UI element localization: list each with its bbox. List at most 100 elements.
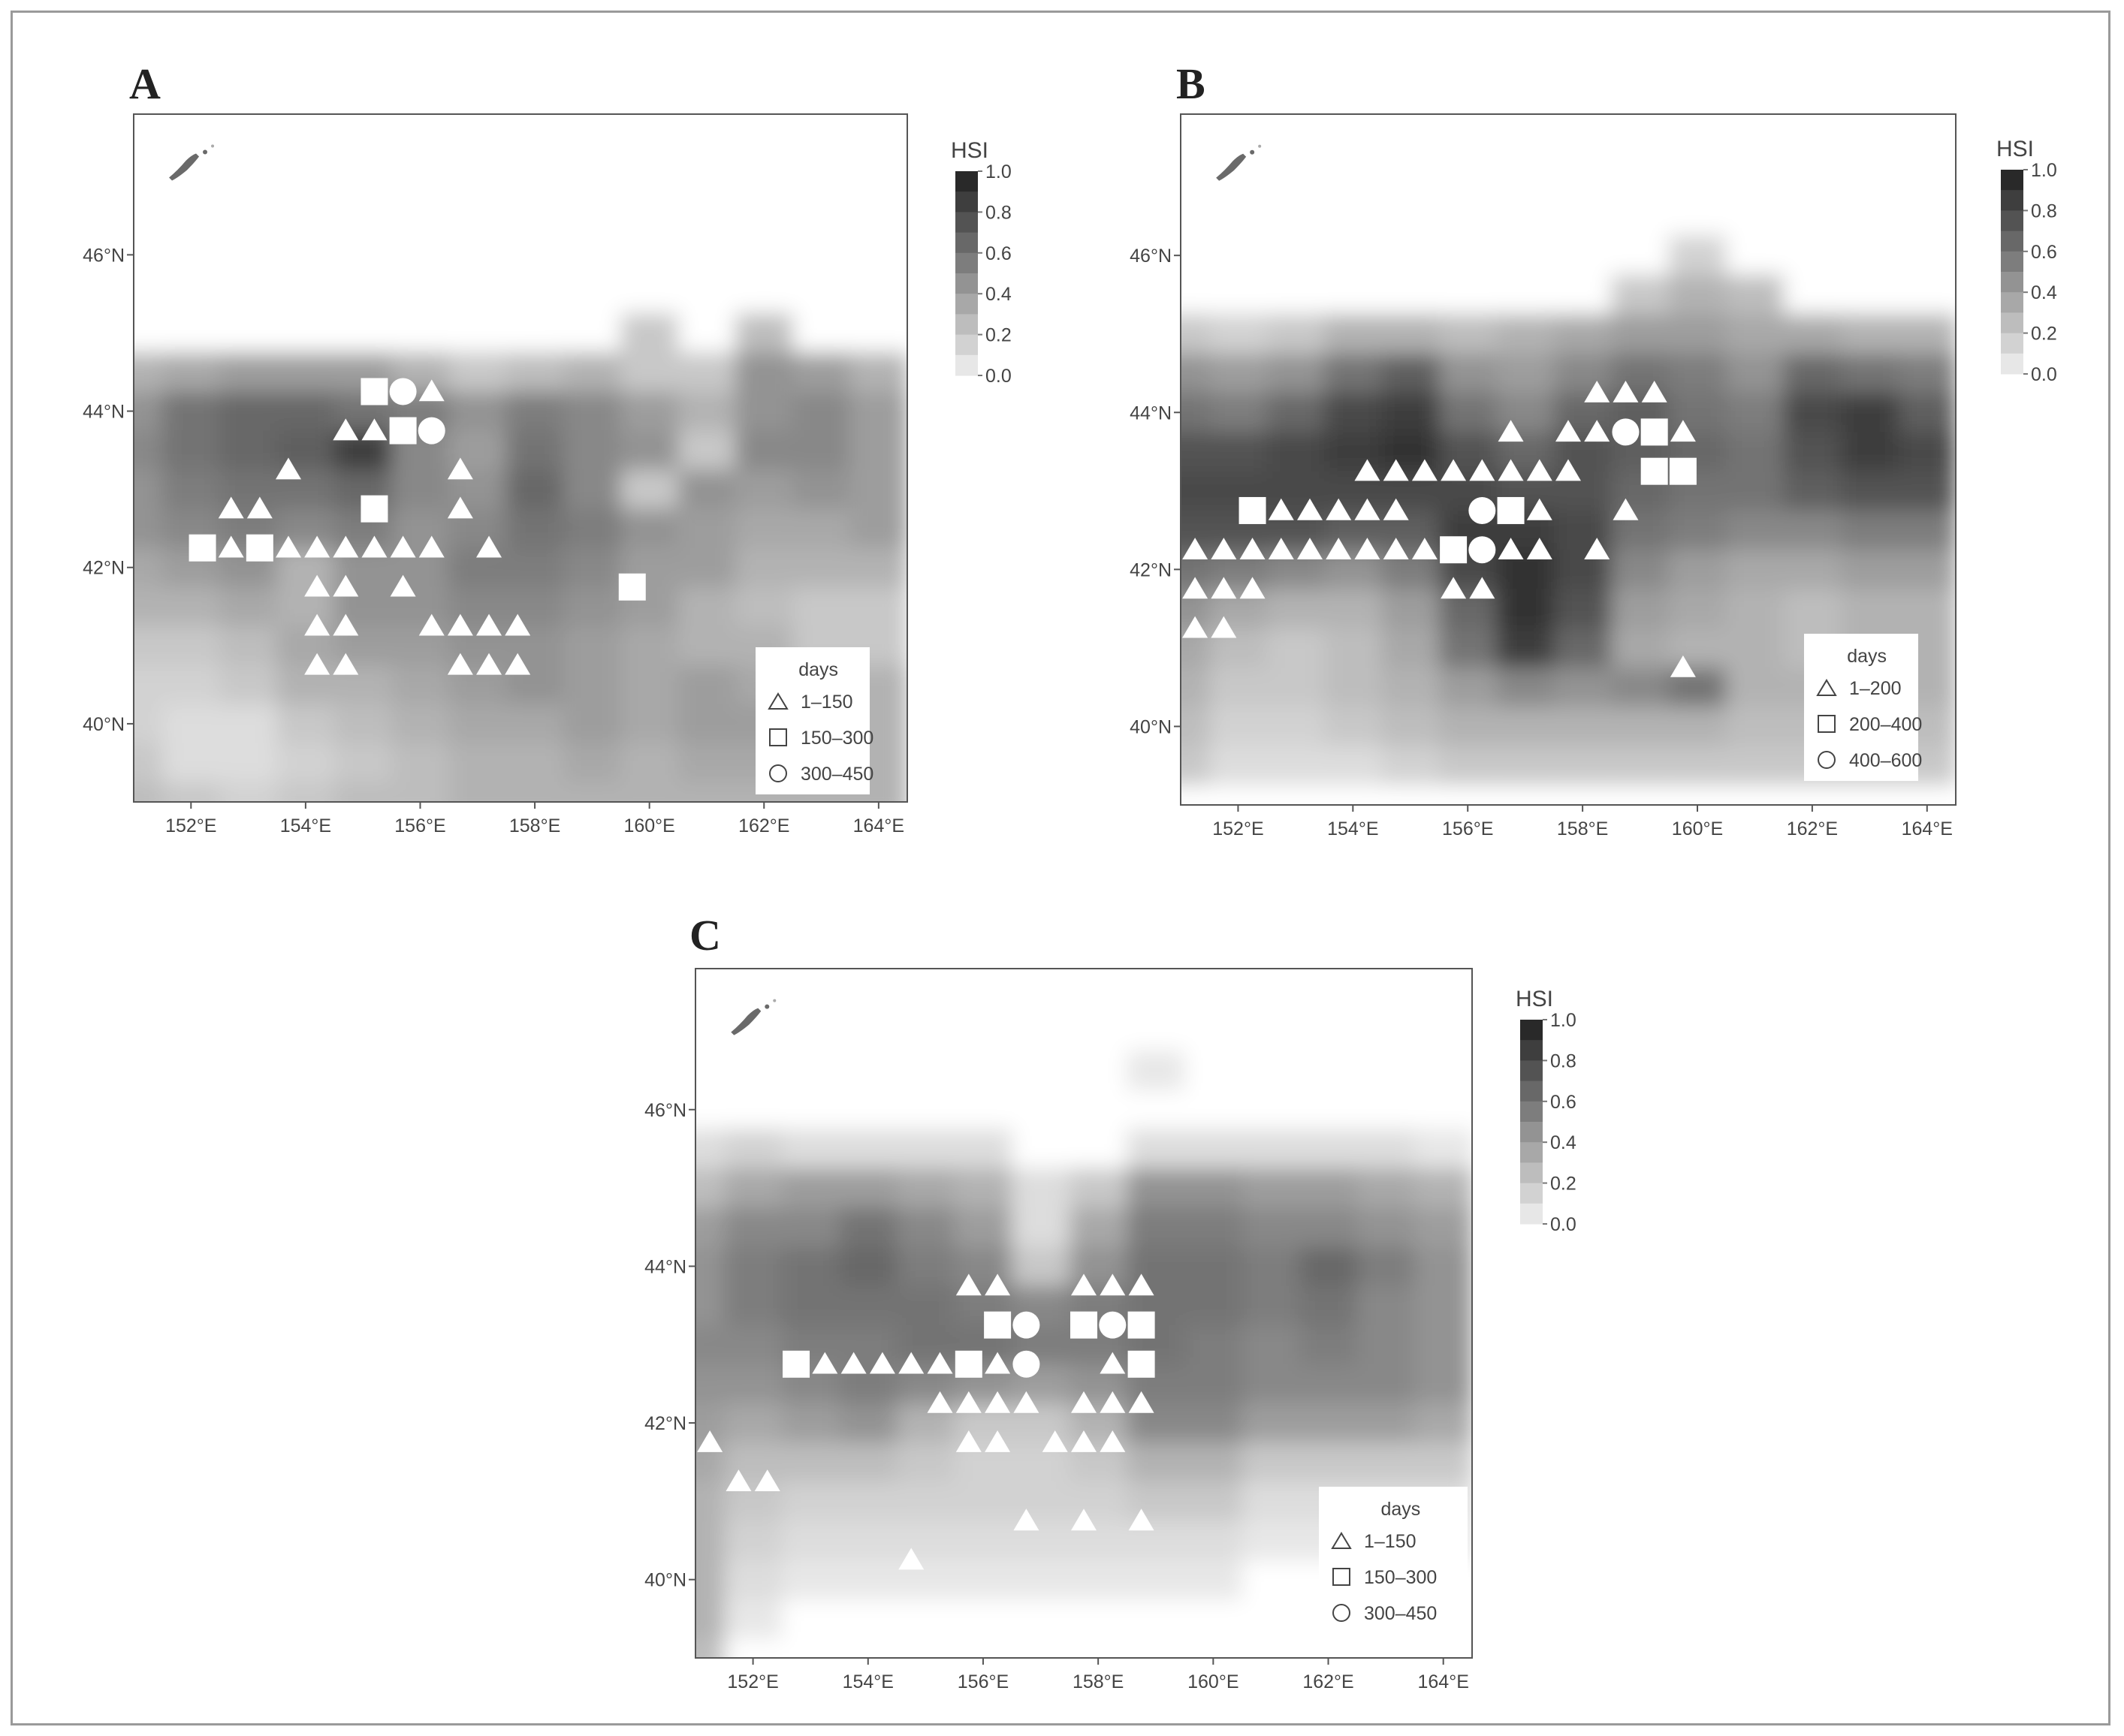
x-tick-label: 164°E bbox=[853, 815, 904, 836]
hsi-cell bbox=[1381, 785, 1440, 805]
hsi-cell bbox=[897, 1207, 955, 1248]
hsi-cell bbox=[620, 665, 679, 705]
hsi-cell bbox=[1841, 471, 1899, 511]
triangle-marker-icon bbox=[985, 1352, 1011, 1374]
hsi-cell bbox=[505, 352, 565, 393]
hsi-cell bbox=[620, 391, 679, 432]
hsi-cell bbox=[735, 469, 794, 510]
hsi-cell bbox=[1299, 972, 1358, 1013]
hsi-cell bbox=[448, 196, 507, 237]
hsi-cell bbox=[1898, 510, 1956, 551]
plot-frame bbox=[133, 113, 908, 803]
hsi-cell bbox=[134, 196, 164, 237]
hsi-cell bbox=[162, 625, 221, 666]
triangle-marker-icon bbox=[390, 535, 416, 558]
hsi-cell bbox=[677, 743, 737, 783]
hsi-cell bbox=[134, 430, 164, 471]
hsi-cell bbox=[1012, 1011, 1070, 1052]
hsi-cell bbox=[1841, 353, 1899, 394]
hsi-cell bbox=[1496, 393, 1555, 433]
hsi-cell bbox=[219, 157, 278, 197]
hsi-cell bbox=[1184, 1168, 1243, 1209]
hsi-cell bbox=[849, 469, 907, 510]
hsi-cell bbox=[276, 118, 336, 158]
hsi-cell bbox=[677, 157, 737, 197]
y-tick-label: 46°N bbox=[1130, 246, 1172, 267]
hsi-cell bbox=[1242, 1521, 1301, 1561]
hsi-cell bbox=[219, 274, 278, 315]
hsi-cell bbox=[1553, 628, 1613, 669]
hsi-cell bbox=[695, 1599, 726, 1639]
hsi-cell bbox=[1184, 1011, 1243, 1052]
hsi-cell bbox=[162, 196, 221, 237]
colorbar-step bbox=[2001, 190, 2023, 211]
hsi-cell bbox=[724, 972, 783, 1013]
hsi-cell bbox=[695, 1129, 726, 1170]
hsi-cell bbox=[1266, 628, 1326, 669]
x-tick-label: 164°E bbox=[1418, 1671, 1469, 1692]
hsi-cell bbox=[162, 469, 221, 510]
hsi-cell bbox=[563, 352, 622, 393]
legend-box bbox=[1319, 1487, 1468, 1653]
hsi-cell bbox=[724, 1129, 783, 1170]
hsi-cell bbox=[1898, 550, 1956, 590]
hsi-cell bbox=[1726, 353, 1785, 394]
triangle-marker-icon bbox=[726, 1469, 752, 1492]
triangle-marker-icon bbox=[1239, 577, 1266, 599]
hsi-cell bbox=[219, 391, 278, 432]
hsi-cell bbox=[1496, 118, 1555, 158]
hsi-cell bbox=[162, 391, 221, 432]
triangle-marker-icon bbox=[1354, 459, 1380, 481]
hsi-cell bbox=[563, 625, 622, 666]
colorbar-step bbox=[955, 232, 978, 254]
hsi-cell bbox=[1209, 275, 1268, 315]
y-tick-label: 40°N bbox=[644, 1570, 686, 1591]
hsi-cell bbox=[1324, 157, 1383, 197]
hsi-field-smoothed bbox=[134, 118, 907, 802]
hsi-cell bbox=[849, 508, 907, 549]
triangle-marker-icon bbox=[447, 496, 473, 519]
hsi-cell bbox=[1242, 972, 1301, 1013]
hsi-cell bbox=[1841, 314, 1899, 354]
hsi-cell bbox=[1381, 393, 1440, 433]
hsi-cell bbox=[1242, 1442, 1301, 1483]
hsi-cell bbox=[1496, 236, 1555, 276]
triangle-marker-icon bbox=[447, 653, 473, 675]
x-tick-label: 164°E bbox=[1902, 818, 1953, 839]
hsi-cell bbox=[1127, 1481, 1186, 1522]
hsi-cell bbox=[677, 118, 737, 158]
hsi-cell bbox=[1783, 393, 1842, 433]
hsi-cell bbox=[1299, 1364, 1358, 1404]
hsi-cell bbox=[219, 196, 278, 237]
legend-item-label: 1–150 bbox=[801, 692, 853, 713]
hsi-cell bbox=[954, 1560, 1013, 1600]
colorbar-title: HSI bbox=[1996, 137, 2034, 161]
hsi-cell bbox=[839, 1325, 898, 1365]
colorbar-tick-label: 0.2 bbox=[985, 325, 1012, 346]
hsi-cell bbox=[1324, 314, 1383, 354]
hsi-cell bbox=[1668, 628, 1727, 669]
hsi-cell bbox=[134, 625, 164, 666]
x-tick-label: 160°E bbox=[623, 815, 674, 836]
hsi-cell bbox=[1299, 1325, 1358, 1365]
hsi-cell bbox=[1439, 707, 1498, 747]
square-marker-icon bbox=[1127, 1311, 1155, 1339]
hsi-cell bbox=[1242, 1638, 1301, 1658]
triangle-marker-icon bbox=[768, 692, 789, 710]
hsi-cell bbox=[391, 118, 450, 158]
hsi-cell bbox=[448, 157, 507, 197]
triangle-marker-icon bbox=[447, 613, 473, 636]
colorbar-step bbox=[955, 294, 978, 315]
hsi-cell bbox=[1553, 589, 1613, 629]
hsi-cell bbox=[839, 1442, 898, 1483]
hsi-cell bbox=[1127, 972, 1186, 1013]
triangle-marker-icon bbox=[476, 535, 502, 558]
hsi-cell bbox=[1127, 1638, 1186, 1658]
hsi-cell bbox=[1726, 550, 1785, 590]
x-tick-label: 162°E bbox=[1302, 1671, 1353, 1692]
colorbar-step bbox=[955, 171, 978, 192]
hsi-cell bbox=[849, 547, 907, 588]
colorbar-step bbox=[955, 354, 978, 376]
colorbar-step bbox=[2001, 312, 2023, 334]
